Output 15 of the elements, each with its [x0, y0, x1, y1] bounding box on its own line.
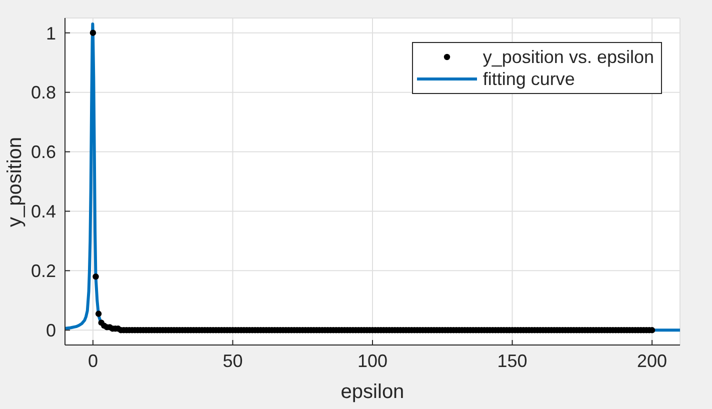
y-tick-label: 0.6: [30, 142, 56, 162]
y-tick-label: 0.4: [30, 202, 56, 222]
y-tick-label: 0.8: [30, 82, 56, 103]
legend-label: y_position vs. epsilon: [482, 46, 654, 68]
x-tick-label: 50: [222, 350, 243, 371]
y-tick-label: 1: [46, 23, 56, 44]
x-tick-label: 100: [357, 350, 388, 371]
y-tick-label: 0.2: [30, 261, 56, 282]
x-axis-title: epsilon: [340, 381, 404, 403]
y-axis-title: y_position: [4, 136, 26, 227]
x-tick-label: 150: [497, 350, 528, 371]
x-tick-label: 0: [88, 350, 98, 371]
x-tick-label: 200: [637, 350, 668, 371]
legend-label: fitting curve: [482, 68, 575, 90]
y-tick-label: 0: [46, 320, 56, 341]
